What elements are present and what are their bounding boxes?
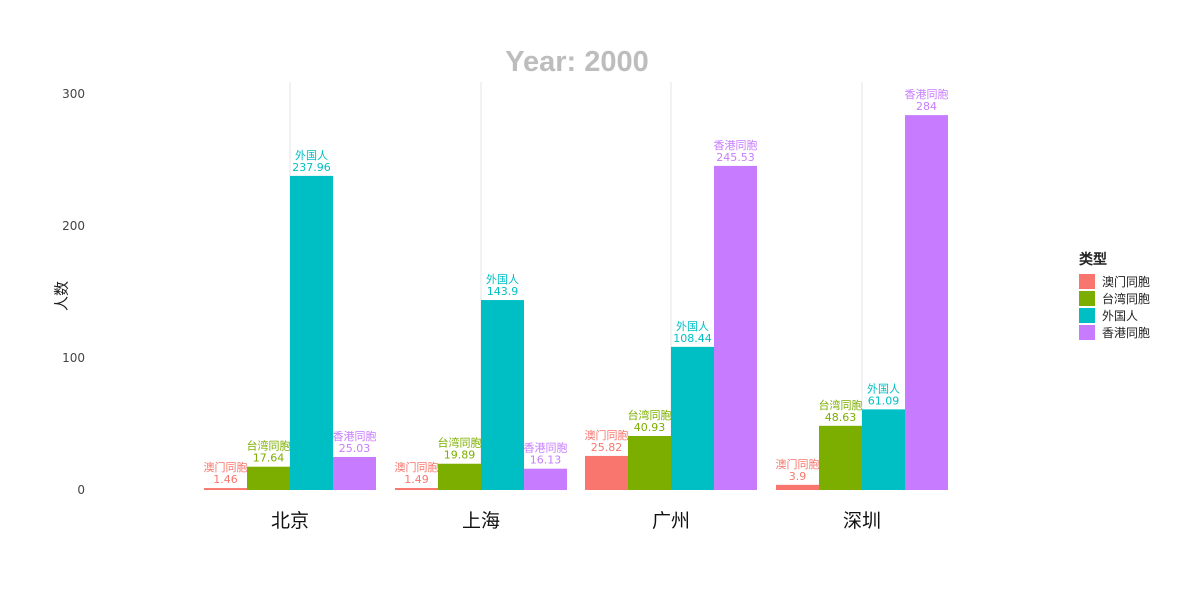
bar xyxy=(481,300,524,490)
bar xyxy=(333,456,376,490)
legend-swatch xyxy=(1079,291,1095,306)
bar-value-label: 40.93 xyxy=(634,421,666,434)
legend-label: 澳门同胞 xyxy=(1102,275,1151,289)
legend-title: 类型 xyxy=(1079,252,1107,268)
bar xyxy=(247,466,290,490)
bar-series-label: 澳门同胞 xyxy=(585,428,629,442)
legend-item: 香港同胞 xyxy=(1079,324,1150,341)
bar-value-label: 17.64 xyxy=(253,452,285,465)
bar-value-label: 1.49 xyxy=(404,473,429,486)
bar xyxy=(395,488,438,490)
bar-value-label: 284 xyxy=(916,100,937,113)
bar-value-label: 61.09 xyxy=(868,394,900,407)
bar-value-label: 25.03 xyxy=(339,442,371,455)
bar xyxy=(671,346,714,490)
x-tick-label: 北京 xyxy=(271,510,309,532)
bar-series-label: 台湾同胞 xyxy=(628,408,672,422)
legend-item: 外国人 xyxy=(1079,307,1150,324)
bar-value-label: 19.89 xyxy=(444,449,476,462)
y-tick-label: 300 xyxy=(62,87,85,101)
legend-item: 澳门同胞 xyxy=(1079,273,1150,290)
legend-swatch xyxy=(1079,308,1095,323)
bar xyxy=(204,488,247,490)
chart-title: Year: 2000 xyxy=(505,46,649,78)
bar xyxy=(524,468,567,490)
y-tick-label: 100 xyxy=(62,351,85,365)
bar xyxy=(905,115,948,491)
bar-value-label: 48.63 xyxy=(825,411,857,424)
legend-label: 外国人 xyxy=(1102,309,1139,323)
bar-series-label: 台湾同胞 xyxy=(438,436,482,450)
legend-item: 台湾同胞 xyxy=(1079,290,1150,307)
bar-series-label: 外国人 xyxy=(295,149,328,162)
legend-label: 台湾同胞 xyxy=(1102,292,1151,306)
bar xyxy=(585,455,628,490)
bar-value-label: 143.9 xyxy=(487,285,519,298)
bar xyxy=(776,484,819,490)
bar-value-label: 1.46 xyxy=(213,473,238,486)
bar-value-label: 237.96 xyxy=(292,161,331,174)
bar-series-label: 澳门同胞 xyxy=(204,460,248,474)
bar-value-label: 245.53 xyxy=(716,151,755,164)
bar xyxy=(628,435,671,490)
bar-series-label: 外国人 xyxy=(676,320,709,333)
legend-swatch xyxy=(1079,274,1095,289)
bar-series-label: 香港同胞 xyxy=(714,139,758,152)
bar xyxy=(290,175,333,490)
bar-series-label: 香港同胞 xyxy=(333,430,377,443)
legend-swatch xyxy=(1079,325,1095,340)
x-tick-label: 广州 xyxy=(652,510,690,532)
bar xyxy=(714,165,757,491)
bar-series-label: 外国人 xyxy=(867,382,900,395)
bar-series-label: 台湾同胞 xyxy=(247,439,291,453)
bar-series-label: 香港同胞 xyxy=(905,88,949,101)
y-tick-label: 200 xyxy=(62,219,85,233)
x-tick-label: 深圳 xyxy=(843,510,881,532)
bar-value-label: 3.9 xyxy=(789,470,807,483)
x-tick-label: 上海 xyxy=(462,510,500,532)
y-tick-label: 0 xyxy=(77,483,85,497)
bar xyxy=(438,463,481,490)
bar-value-label: 16.13 xyxy=(530,454,562,467)
legend: 类型 澳门同胞台湾同胞外国人香港同胞 xyxy=(1079,249,1150,341)
bar-series-label: 澳门同胞 xyxy=(776,457,820,471)
bar-series-label: 澳门同胞 xyxy=(395,460,439,474)
bar-series-label: 外国人 xyxy=(486,273,519,286)
bar-value-label: 25.82 xyxy=(591,441,623,454)
bar-series-label: 台湾同胞 xyxy=(819,398,863,412)
bar-value-label: 108.44 xyxy=(673,332,712,345)
bar xyxy=(819,425,862,490)
bar xyxy=(862,409,905,490)
legend-label: 香港同胞 xyxy=(1102,326,1151,340)
bar-series-label: 香港同胞 xyxy=(524,442,568,455)
